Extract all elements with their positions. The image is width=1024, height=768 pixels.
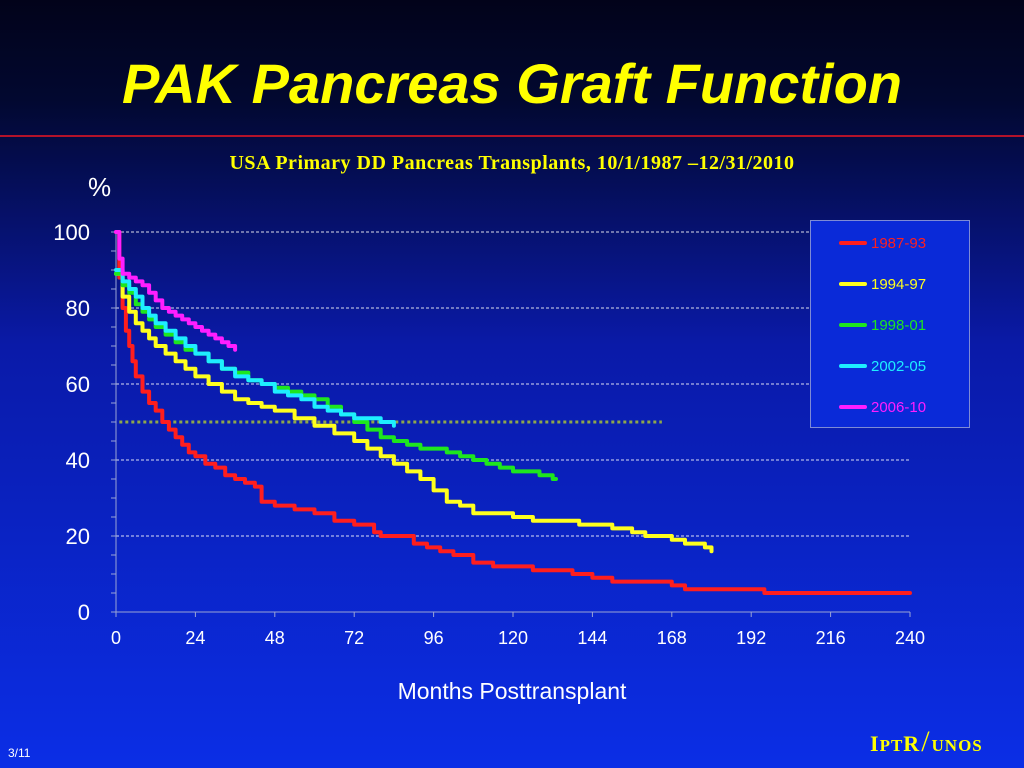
y-tick-label: 60 [66,372,90,397]
slide-title: PAK Pancreas Graft Function [121,52,902,115]
series-line-1987-93 [114,230,912,595]
legend-swatch [839,323,867,327]
legend-swatch [839,282,867,286]
x-tick-label: 120 [498,628,528,648]
x-axis-label: Months Posttransplant [397,678,627,704]
legend-item: 1987-93 [839,233,926,253]
x-tick-label: 48 [265,628,285,648]
legend-label: 1998-01 [871,316,927,334]
x-tick-label: 240 [895,628,925,648]
series-line-2002-05 [114,268,396,428]
iptr-unos-logo: IPTR/UNOS [870,725,983,759]
logo-letter-i: I [870,731,880,756]
logo-slash: / [921,725,931,758]
legend-item: 2002-05 [839,356,926,376]
page-number: 3/11 [8,746,31,760]
y-axis-label: % [88,172,112,202]
y-tick-label: 40 [66,448,90,473]
y-tick-label: 100 [53,220,90,245]
series-line-1998-01 [114,271,558,481]
x-tick-label: 168 [657,628,687,648]
x-tick-label: 96 [424,628,444,648]
chart-subtitle: USA Primary DD Pancreas Transplants, 10/… [229,152,795,174]
x-tick-label: 24 [185,628,205,648]
series-line-2006-10 [114,230,238,352]
x-tick-label: 192 [736,628,766,648]
x-tick-label: 144 [577,628,607,648]
legend-item: 2006-10 [839,397,926,417]
legend-swatch [839,405,867,409]
y-tick-label: 80 [66,296,90,321]
legend-item: 1994-97 [839,274,926,294]
legend-label: 1987-93 [871,234,927,252]
legend-swatch [839,364,867,368]
legend-label: 1994-97 [871,275,927,293]
title-divider [0,135,1024,137]
series-line-1994-97 [114,271,714,554]
x-tick-label: 0 [111,628,121,648]
logo-unos: UNOS [931,736,983,755]
legend-item: 1998-01 [839,315,926,335]
chart-legend: 1987-93 1994-97 1998-01 2002-05 2006-10 [810,220,970,428]
y-tick-label: 20 [66,524,90,549]
y-tick-label: 0 [78,600,90,625]
logo-letter-r: R [903,731,921,756]
legend-label: 2002-05 [871,357,927,375]
legend-label: 2006-10 [871,398,927,416]
x-tick-label: 72 [344,628,364,648]
legend-swatch [839,241,867,245]
logo-letters-pt: PT [879,736,904,755]
x-tick-label: 216 [816,628,846,648]
